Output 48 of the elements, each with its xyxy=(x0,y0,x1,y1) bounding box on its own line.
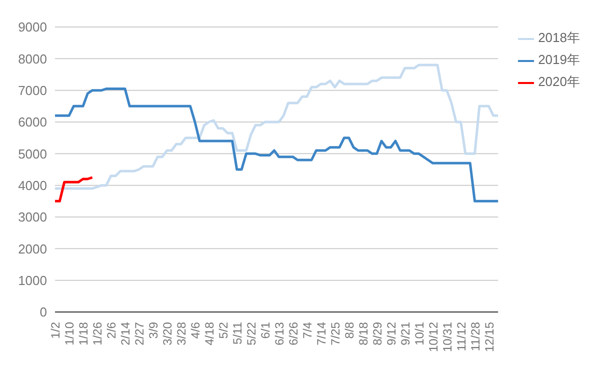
legend-label: 2020年 xyxy=(538,74,580,89)
x-tick-label: 10/12 xyxy=(426,322,440,352)
x-tick-label: 6/1 xyxy=(258,322,272,339)
x-tick-label: 8/29 xyxy=(370,322,384,346)
x-tick-label: 9/21 xyxy=(398,322,412,346)
line-series xyxy=(54,64,500,190)
x-tick-label: 1/18 xyxy=(76,322,91,346)
x-tick-label: 10/31 xyxy=(440,322,454,352)
x-tick-label: 2/6 xyxy=(104,322,118,339)
line-series xyxy=(54,88,500,202)
x-tick-label: 3/9 xyxy=(146,322,160,339)
x-tick-label: 2/14 xyxy=(118,322,132,346)
x-tick-label: 9/12 xyxy=(384,322,398,346)
y-tick-label: 3000 xyxy=(18,210,47,225)
x-tick-label: 8/8 xyxy=(342,322,356,339)
y-tick-label: 9000 xyxy=(18,20,47,35)
legend-label: 2019年 xyxy=(538,52,580,67)
y-tick-label: 1000 xyxy=(18,272,47,288)
x-tick-label: 3/28 xyxy=(174,322,188,346)
x-tick-label: 1/26 xyxy=(90,322,104,346)
y-tick-label: 2000 xyxy=(18,241,47,256)
x-tick-label: 6/26 xyxy=(286,322,300,346)
x-tick-label: 5/22 xyxy=(244,322,258,346)
x-tick-label: 3/20 xyxy=(160,322,174,346)
y-tick-label: 8000 xyxy=(18,51,47,66)
x-tick-label: 12/15 xyxy=(482,322,496,352)
x-tick-label: 7/25 xyxy=(328,322,342,346)
x-tick-label: 1/2 xyxy=(48,322,63,339)
y-tick-label: 0 xyxy=(40,304,47,320)
x-tick-label: 7/14 xyxy=(314,322,328,346)
x-tick-label: 4/6 xyxy=(188,322,202,339)
x-tick-label: 8/18 xyxy=(356,322,370,346)
x-tick-label: 7/4 xyxy=(300,322,314,339)
x-tick-label: 2/27 xyxy=(132,322,146,346)
y-tick-label: 4000 xyxy=(18,178,47,193)
y-tick-label: 5000 xyxy=(18,146,47,162)
y-tick-label: 7000 xyxy=(18,82,47,98)
x-tick-label: 1/10 xyxy=(62,322,77,346)
x-tick-label: 6/13 xyxy=(272,322,286,346)
y-tick-label: 6000 xyxy=(18,114,47,130)
legend-label: 2018年 xyxy=(538,30,580,45)
x-tick-label: 11/28 xyxy=(468,322,482,352)
x-tick-label: 10/1 xyxy=(412,322,426,346)
x-tick-label: 4/18 xyxy=(202,322,216,346)
x-tick-label: 5/11 xyxy=(230,322,244,344)
x-tick-label: 5/2 xyxy=(216,322,230,339)
line-series xyxy=(54,176,94,202)
x-tick-label: 11/12 xyxy=(454,322,468,352)
